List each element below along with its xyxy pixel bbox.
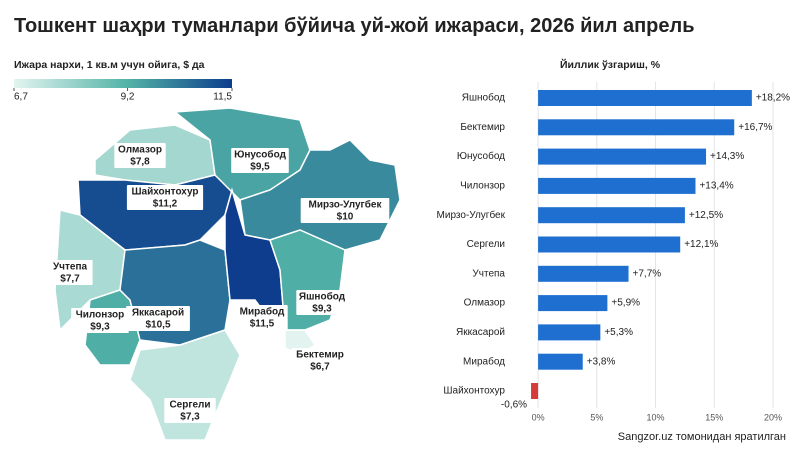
district-value: $7,7 (60, 274, 80, 285)
value-label: +3,8% (587, 356, 616, 367)
district-name: Яккасарой (132, 308, 184, 319)
district-value: $9,5 (250, 162, 270, 173)
district-value: $10,5 (145, 320, 170, 331)
bar (538, 207, 685, 224)
value-label: +12,5% (689, 210, 723, 221)
district-value: $9,3 (90, 322, 110, 333)
district-name: Учтепа (53, 262, 88, 273)
value-label: +5,9% (611, 298, 640, 309)
bar (538, 353, 583, 370)
district-label-box (300, 198, 390, 223)
district-name: Мирабод (240, 306, 285, 318)
value-label: -0,6% (501, 400, 527, 411)
x-tick-label: 5% (590, 412, 603, 422)
category-label: Мирзо-Улугбек (437, 209, 506, 221)
bar (538, 236, 681, 253)
district-value: $6,7 (310, 362, 330, 373)
bar (538, 119, 735, 136)
district-label-box (164, 398, 216, 423)
bar (538, 295, 608, 312)
district-name: Бектемир (296, 350, 344, 361)
category-label: Чилонзор (460, 181, 505, 192)
legend-tick-label: 9,2 (121, 92, 135, 103)
x-tick-label: 20% (764, 412, 782, 422)
bar (538, 177, 696, 194)
value-label: +5,3% (604, 327, 633, 338)
district-value: $7,3 (180, 412, 200, 423)
district-label-box (231, 148, 289, 173)
district-label-box (291, 348, 349, 373)
x-tick-label: 0% (532, 412, 545, 422)
category-label: Олмазор (464, 298, 506, 309)
legend-tick-label: 11,5 (213, 92, 232, 103)
district-value: $11,2 (153, 199, 178, 210)
district-value: $10 (337, 212, 354, 223)
district-label-box (71, 308, 129, 333)
category-label: Сергели (467, 239, 505, 250)
bar (538, 324, 601, 341)
category-label: Яшнобод (462, 92, 505, 104)
district-name: Олмазор (118, 145, 162, 156)
value-label: +12,1% (684, 239, 718, 250)
value-label: +18,2% (756, 93, 790, 104)
bar (538, 265, 629, 282)
district-label-box (126, 306, 190, 331)
legend-tick-label: 6,7 (14, 92, 28, 103)
value-label: +16,7% (738, 122, 772, 133)
district-name: Сергели (169, 400, 210, 411)
map: 6,7 9,2 11,5 Олмазор$7,8 Шайхонтохур$11,2 Юну… (13, 79, 401, 441)
district-label-box (126, 185, 204, 210)
district-value: $11,5 (250, 319, 275, 330)
source: Sangzor.uz томонидан яратилган (618, 431, 786, 443)
legend-title: Ижара нархи, 1 кв.м учун ойига, $ да (14, 59, 205, 71)
district-name: Юнусобод (234, 149, 286, 161)
value-label: +13,4% (699, 181, 733, 192)
x-tick-label: 10% (647, 412, 665, 422)
category-label: Учтепа (472, 268, 505, 279)
bar-title: Йиллик ўзгариш, % (560, 58, 661, 71)
legend-bar (14, 79, 232, 88)
value-label: +7,7% (633, 268, 662, 279)
district-label-box (296, 290, 348, 315)
district-name: Шайхонтохур (131, 187, 198, 198)
category-label: Юнусобод (457, 150, 505, 162)
district-label-box (114, 143, 166, 168)
district-name: Мирзо-Улугбек (309, 199, 383, 211)
category-label: Яккасарой (456, 327, 505, 338)
bar (538, 148, 707, 165)
district-label-box (236, 305, 288, 330)
bar (538, 90, 752, 106)
district-value: $9,3 (312, 304, 332, 315)
district-name: Яшнобод (299, 291, 346, 303)
category-label: Мирабод (463, 355, 505, 367)
district-label-box (47, 260, 93, 285)
x-tick-label: 15% (705, 412, 723, 422)
district-value: $7,8 (130, 157, 150, 168)
bar-chart: 0% 5% 10% 15% 20% Яшнобод +18,2% Бектемир +16,7%… (437, 82, 790, 422)
district-name: Чилонзор (76, 310, 124, 321)
page-title: Тошкент шаҳри туманлари бўйича уй-жой иж… (14, 15, 695, 37)
bar (531, 383, 539, 399)
category-label: Шайхонтохур (443, 386, 505, 397)
value-label: +14,3% (710, 151, 744, 162)
category-label: Бектемир (460, 122, 505, 133)
